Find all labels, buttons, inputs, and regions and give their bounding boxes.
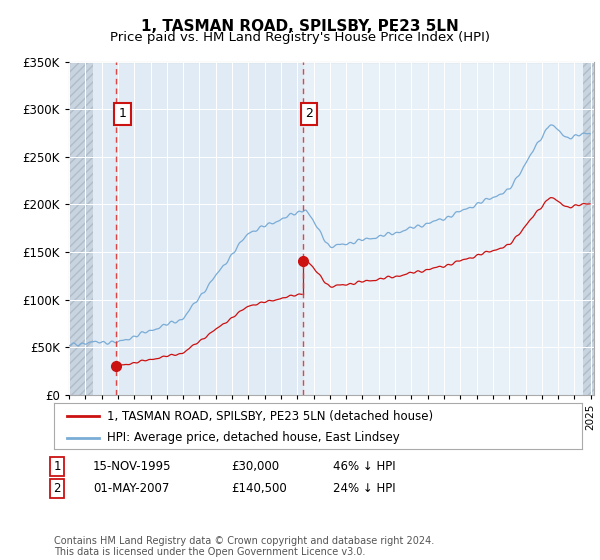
- Text: 1, TASMAN ROAD, SPILSBY, PE23 5LN: 1, TASMAN ROAD, SPILSBY, PE23 5LN: [141, 19, 459, 34]
- Text: HPI: Average price, detached house, East Lindsey: HPI: Average price, detached house, East…: [107, 431, 400, 444]
- Text: 2: 2: [305, 108, 313, 120]
- Text: 1: 1: [53, 460, 61, 473]
- Text: 1, TASMAN ROAD, SPILSBY, PE23 5LN (detached house): 1, TASMAN ROAD, SPILSBY, PE23 5LN (detac…: [107, 409, 433, 423]
- Text: 24% ↓ HPI: 24% ↓ HPI: [333, 482, 395, 495]
- Text: 15-NOV-1995: 15-NOV-1995: [93, 460, 172, 473]
- Text: 2: 2: [53, 482, 61, 495]
- Bar: [583, 62, 594, 395]
- Text: 01-MAY-2007: 01-MAY-2007: [93, 482, 169, 495]
- Text: £30,000: £30,000: [231, 460, 279, 473]
- Text: Contains HM Land Registry data © Crown copyright and database right 2024.
This d: Contains HM Land Registry data © Crown c…: [54, 535, 434, 557]
- Bar: [94, 62, 304, 395]
- Text: Price paid vs. HM Land Registry's House Price Index (HPI): Price paid vs. HM Land Registry's House …: [110, 31, 490, 44]
- Text: 1: 1: [118, 108, 126, 120]
- Bar: [69, 62, 94, 395]
- Text: 46% ↓ HPI: 46% ↓ HPI: [333, 460, 395, 473]
- Bar: [583, 62, 594, 395]
- Bar: [69, 62, 94, 395]
- Text: £140,500: £140,500: [231, 482, 287, 495]
